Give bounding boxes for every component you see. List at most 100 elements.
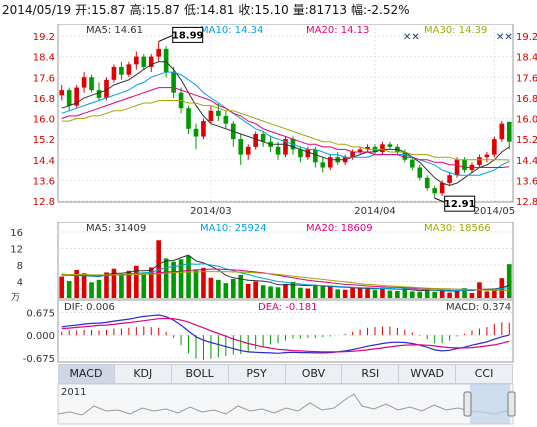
high-pointer <box>158 34 173 42</box>
macd-chart[interactable]: 0.675 0.000 -0.675 DIF: 0.006 DEA: -0.181 MAC… <box>0 300 537 364</box>
candle-body <box>223 115 229 124</box>
tab-kdj[interactable]: KDJ <box>115 365 172 383</box>
volume-ma10-line <box>61 263 510 292</box>
candle-body <box>238 139 244 155</box>
volume-bar <box>320 286 326 298</box>
volume-ma30-line <box>61 271 510 291</box>
macd-tick: -0.675 <box>23 354 55 364</box>
volume-bar <box>402 287 408 298</box>
volume-bar <box>283 283 288 298</box>
volume-chart[interactable]: 16 12 8 4 万 MA5: 31409 MA10: 25924 MA20: 18609 M… <box>0 222 537 302</box>
close-icon: ✕✕ <box>496 32 513 43</box>
candle-body <box>126 64 132 75</box>
quote-header: 2014/05/19 开:15.87 高:15.87 低:14.81 收:15.10 量:… <box>2 1 414 18</box>
price-legend-2: MA20: 14.13 <box>306 25 369 36</box>
price-tick-left: 12.8 <box>33 197 55 208</box>
price-tick-right: 17.6 <box>516 73 537 84</box>
price-tick-right: 13.6 <box>516 176 537 187</box>
volume-bar <box>492 290 497 298</box>
volume-bar <box>313 284 318 298</box>
candle-body <box>447 175 452 183</box>
tab-wvad[interactable]: WVAD <box>399 365 457 383</box>
tab-obv[interactable]: OBV <box>286 365 343 383</box>
tab-macd[interactable]: MACD <box>58 365 115 383</box>
price-tick-right: 15.2 <box>516 135 537 146</box>
volume-tick: 8 <box>17 261 23 272</box>
candle-body <box>253 133 258 147</box>
candle-body <box>193 128 199 137</box>
volume-bar <box>275 287 281 298</box>
candle-body <box>387 144 393 147</box>
volume-bar <box>357 287 363 298</box>
price-tick-left: 18.4 <box>33 53 55 64</box>
volume-tick: 16 <box>10 228 23 239</box>
volume-bar <box>156 240 162 298</box>
volume-bar <box>395 290 400 298</box>
tab-cci[interactable]: CCI <box>456 365 513 383</box>
price-tick-left: 17.6 <box>33 73 55 84</box>
navigator-right-handle[interactable] <box>507 391 516 417</box>
candle-body <box>357 149 363 153</box>
volume-bar <box>327 285 333 298</box>
volume-bar <box>469 293 475 298</box>
volume-bar <box>59 276 65 298</box>
candle-body <box>74 87 79 106</box>
volume-bar <box>171 261 176 298</box>
volume-legend-2: MA20: 18609 <box>306 223 373 234</box>
volume-bar <box>253 281 258 298</box>
candle-body <box>59 90 65 96</box>
range-navigator[interactable]: 2011 <box>0 384 537 426</box>
tab-boll[interactable]: BOLL <box>172 365 229 383</box>
volume-bar <box>260 285 266 298</box>
volume-legend-0: MA5: 31409 <box>86 223 146 234</box>
volume-bar <box>365 288 370 298</box>
volume-bar <box>208 277 214 298</box>
navigator-frame <box>57 384 514 425</box>
quote-date: 2014/05/19 <box>2 3 72 17</box>
volume-bar <box>230 279 236 298</box>
candle-body <box>454 159 460 176</box>
quote-change: 幅:-2.52% <box>351 3 410 17</box>
volume-bar <box>409 291 415 298</box>
candle-body <box>89 77 94 91</box>
navigator-left-handle[interactable] <box>463 391 472 417</box>
volume-bar <box>216 279 221 298</box>
price-tick-right: 16.0 <box>516 115 537 126</box>
volume-bar <box>245 283 251 298</box>
volume-bar <box>305 288 311 298</box>
navigator-selection[interactable] <box>470 384 510 424</box>
volume-bar <box>193 269 199 298</box>
candle-body <box>283 139 288 155</box>
tab-psy[interactable]: PSY <box>229 365 286 383</box>
price-tick-left: 13.6 <box>33 176 55 187</box>
candle-body <box>111 66 117 80</box>
x-axis-label: 2014/04 <box>354 206 396 217</box>
volume-bar <box>238 274 244 298</box>
candle-body <box>163 48 169 73</box>
candle-body <box>462 159 467 171</box>
volume-tick: 4 <box>17 278 23 289</box>
candle-body <box>134 56 139 65</box>
volume-bar <box>268 286 273 298</box>
volume-bar <box>454 290 460 298</box>
candle-body <box>305 149 311 158</box>
macd-plot-frame <box>57 300 514 363</box>
volume-unit-label: 万 <box>11 293 20 302</box>
candle-body <box>156 48 162 57</box>
volume-bar <box>439 289 445 298</box>
candle-body <box>245 146 251 155</box>
volume-bar <box>335 289 341 298</box>
volume-bar <box>223 283 229 298</box>
candle-body <box>141 56 147 67</box>
volume-bar <box>81 273 87 298</box>
price-tick-left: 15.2 <box>33 135 55 146</box>
candle-body <box>402 152 408 160</box>
price-ma5-line <box>61 61 510 187</box>
candle-body <box>424 177 430 189</box>
price-chart[interactable]: 19.2 19.2 18.4 18.4 17.6 17.6 16.8 16.8 16.0 16.0… <box>0 24 537 222</box>
volume-bar <box>298 287 303 298</box>
price-tick-left: 19.2 <box>33 32 55 43</box>
high-annotation: 18.99 <box>172 30 204 41</box>
price-ma10-line <box>61 71 510 176</box>
tab-rsi[interactable]: RSI <box>342 365 400 383</box>
